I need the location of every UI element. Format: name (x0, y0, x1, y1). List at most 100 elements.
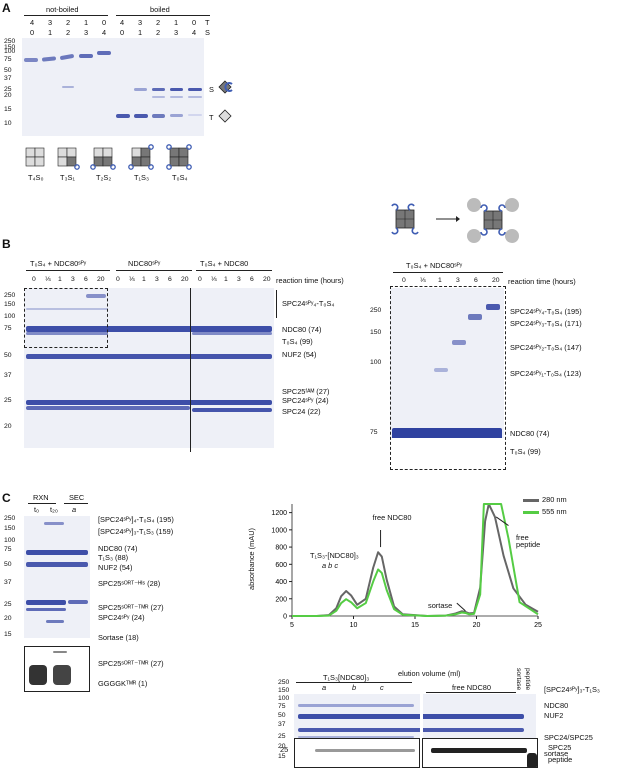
sec-gel-gap (420, 694, 423, 768)
panel-b-header-bar-1 (26, 270, 110, 271)
panel-c-band-label: NDC80 (74) (98, 544, 138, 553)
panel-b-time-point: 1 (224, 276, 228, 283)
panel-b-time-point: 6 (250, 276, 254, 283)
panel-b-left-band-label: NDC80 (74) (282, 325, 322, 334)
panel-b-reaction-time-left: reaction time (hours) (276, 276, 344, 285)
panel-a-t-value: 2 (66, 18, 71, 27)
panel-b-right-time-point: 6 (474, 277, 478, 284)
panel-a-t-value: 3 (48, 18, 53, 27)
panel-c-letter: C (2, 491, 11, 505)
panel-a-s-value: 2 (66, 28, 71, 37)
sec-frac-b: b (352, 683, 357, 692)
legend-555-swatch (523, 511, 539, 514)
panel-b-left-band-label: SPC25ᶠᴬᴹ (27) (282, 387, 330, 396)
panel-b-bracket-left (276, 290, 277, 318)
panel-b-time-point: 3 (71, 276, 75, 283)
panel-a-complex-label: T₃S₁ (60, 173, 75, 182)
panel-a-t-value: 3 (138, 18, 143, 27)
panel-a-s-value: 1 (48, 28, 53, 37)
series-555nm-line (292, 503, 539, 617)
panel-b-right-dashed-frame (390, 286, 506, 470)
panel-b-time-point: 20 (181, 276, 189, 283)
panel-a-complex-label: T₄S₀ (28, 173, 44, 182)
sec-lane-peptide: peptide (524, 668, 531, 691)
panel-b-zoom-box (24, 288, 108, 348)
panel-b-right-band-label: SPC24ˢᴾʸ₁-T₀S₄ (123) (510, 369, 582, 378)
chart-y-tick-label: 200 (275, 596, 287, 603)
panel-b-letter: B (2, 237, 11, 251)
panel-c-band-label: [SPC24ˢᴾʸ]₃-T₁S₃ (159) (98, 527, 174, 536)
panel-a-complex-icon (90, 147, 116, 170)
chart-y-tick-label: 600 (275, 562, 287, 569)
legend-555-label: 555 nm (542, 507, 567, 516)
sec-gel-band-label: [SPC24ˢᴾʸ]₃-T₁S₃ (544, 685, 600, 694)
chart-x-tick-label: 20 (473, 622, 481, 629)
panel-b-right-time-point: 20 (492, 277, 500, 284)
panel-a-t-value: 0 (102, 18, 107, 27)
panel-c-marker: 250 (4, 515, 16, 522)
panel-a-marker: 250 (4, 38, 16, 45)
sec-gel-band-label: sortase (544, 749, 569, 758)
panel-b-gel-divider (190, 288, 191, 452)
chart-y-tick-label: 1200 (271, 510, 287, 517)
annot-sortase-arrow (456, 602, 466, 612)
panel-b-time-point: 3 (155, 276, 159, 283)
sec-fluor-label-peptide: peptide (548, 755, 573, 764)
chart-x-tick-label: 25 (534, 622, 542, 629)
panel-c-band-label: NUF2 (54) (98, 563, 133, 572)
panel-b-schematic-icon (391, 198, 519, 243)
sec-fluor-label-spc25: SPC25 (548, 743, 572, 752)
chart-xlabel: elution volume (ml) (398, 669, 461, 678)
sec-frac-a: a (322, 683, 327, 692)
panel-b-header-1: T₀S₄ + NDC80ˢᴾʸ (30, 259, 87, 268)
panel-b-left-marker: 75 (4, 325, 12, 332)
panel-c-group-sec: SEC (69, 493, 85, 502)
panel-b-reaction-time-right: reaction time (hours) (508, 277, 576, 286)
panel-b-right-header-bar (393, 272, 503, 273)
panel-b-left-band-label: SPC24ˢᴾʸ₄-T₀S₄ (282, 299, 335, 308)
panel-c-band-label: Sortase (18) (98, 633, 139, 642)
sec-gel-marker: 100 (278, 695, 290, 702)
panel-c-band-label: SPC25ˢᴼᴿᵀ⁻ᴴᴵˢ (28) (98, 579, 161, 588)
panel-a-group-boiled: boiled (150, 5, 170, 14)
panel-b-right-marker: 250 (370, 307, 382, 314)
panel-a-complex-label: T₂S₂ (96, 173, 112, 182)
panel-a-band-s-label: S (209, 85, 214, 94)
panel-a-marker: 37 (4, 75, 12, 82)
panel-a-complex-icon (25, 147, 45, 167)
panel-a-row-label-t: T (205, 18, 210, 27)
sec-gel-marker: 50 (278, 712, 286, 719)
panel-b-time-point: ⅓ (45, 276, 51, 283)
panel-b-right-time-point: 1 (438, 277, 442, 284)
panel-b-right-time-point: ⅓ (420, 277, 426, 284)
panel-c-fluor-label: GGGGKᵀᴹᴿ (1) (98, 679, 148, 688)
panel-b-left-band-label: SPC24ˢᴾʸ (24) (282, 396, 329, 405)
panel-a-s-value: 4 (192, 28, 197, 37)
panel-b-header-bar-3 (196, 270, 272, 271)
panel-b-left-band-label: T₀S₄ (99) (282, 337, 313, 346)
sec-gel-marker: 15 (278, 753, 286, 760)
sec-gel-marker: 37 (278, 721, 286, 728)
panel-c-gel (24, 516, 90, 638)
sec-frac-c: c (380, 683, 384, 692)
panel-a-marker: 10 (4, 120, 12, 127)
sec-gel-marker: 25 (278, 733, 286, 740)
panel-a-row-label-s: S (205, 28, 210, 37)
sec-gel-band-label: NDC80 (544, 701, 569, 710)
panel-a-complex-icon (166, 144, 192, 170)
sec-fluor-marker: 25 (280, 745, 289, 754)
panel-b-right-band-label: T₀S₄ (99) (510, 447, 541, 456)
sec-gel-header-right: free NDC80 (452, 683, 492, 692)
panel-a-gel (22, 38, 204, 136)
panel-c-band-label: T₁S₃ (88) (98, 553, 129, 562)
panel-a-not-boiled-bar (24, 15, 108, 16)
sec-chromatogram: 5 10 15 20 25 0 200 400 600 800 1000 1200 (271, 503, 542, 629)
panel-b-time-point: ⅓ (129, 276, 135, 283)
panel-b-right-header: T₀S₄ + NDC80ˢᴾʸ (406, 261, 463, 270)
panel-b-right-marker: 75 (370, 429, 378, 436)
panel-b-left-marker: 20 (4, 423, 12, 430)
sec-gel-marker: 75 (278, 703, 286, 710)
panel-b-header-2: NDC80ˢᴾʸ (128, 259, 161, 268)
chart-y-tick-label: 400 (275, 579, 287, 586)
chart-x-tick-label: 10 (350, 622, 358, 629)
